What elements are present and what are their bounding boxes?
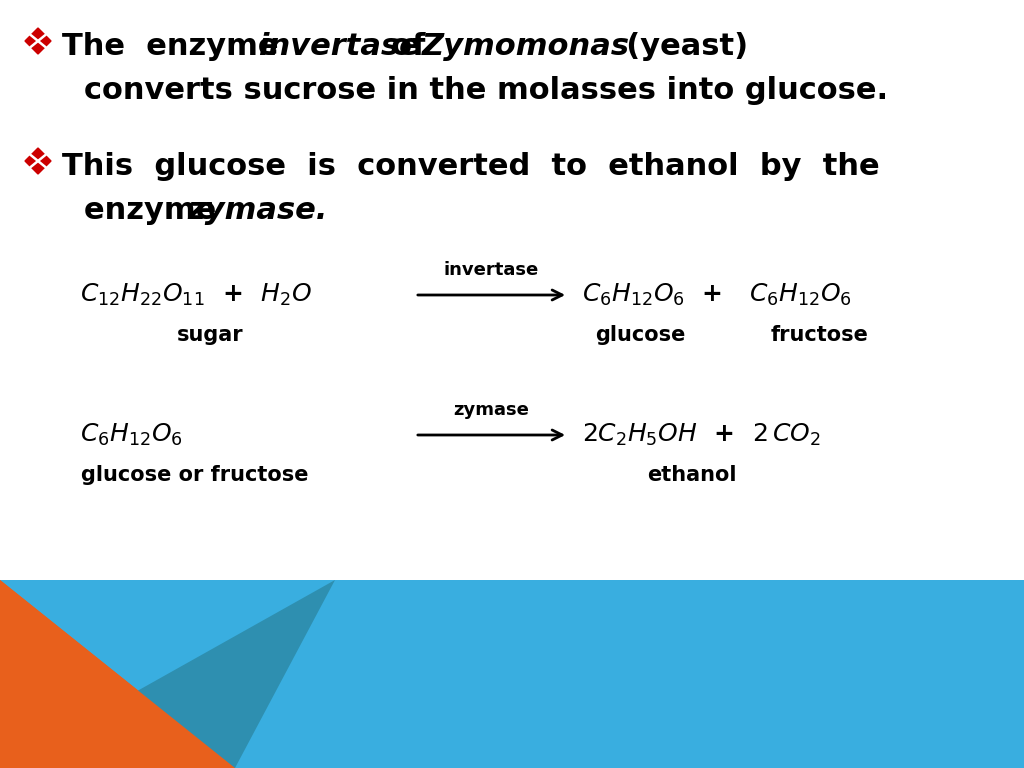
Text: $2C_2H_5OH$  +  $2\,CO_2$: $2C_2H_5OH$ + $2\,CO_2$ bbox=[582, 422, 820, 448]
Text: $C_{12}H_{22}O_{11}$  +  $H_2O$: $C_{12}H_{22}O_{11}$ + $H_2O$ bbox=[80, 282, 312, 308]
Text: (yeast): (yeast) bbox=[605, 32, 749, 61]
Polygon shape bbox=[25, 148, 51, 174]
Text: $C_6H_{12}O_6$: $C_6H_{12}O_6$ bbox=[80, 422, 182, 448]
Polygon shape bbox=[0, 580, 234, 768]
Text: $C_6H_{12}O_6$  +   $C_6H_{12}O_6$: $C_6H_{12}O_6$ + $C_6H_{12}O_6$ bbox=[582, 282, 852, 308]
Text: converts sucrose in the molasses into glucose.: converts sucrose in the molasses into gl… bbox=[84, 76, 888, 105]
Text: fructose: fructose bbox=[771, 325, 869, 345]
Polygon shape bbox=[0, 580, 335, 768]
Text: zymase.: zymase. bbox=[187, 196, 328, 225]
Text: zymase: zymase bbox=[454, 401, 529, 419]
Text: This  glucose  is  converted  to  ethanol  by  the: This glucose is converted to ethanol by … bbox=[62, 152, 880, 181]
Text: invertase: invertase bbox=[443, 261, 539, 279]
Text: glucose: glucose bbox=[595, 325, 685, 345]
Text: The  enzyme: The enzyme bbox=[62, 32, 300, 61]
Text: of: of bbox=[370, 32, 446, 61]
Polygon shape bbox=[0, 580, 234, 768]
Polygon shape bbox=[25, 28, 51, 54]
Text: glucose or fructose: glucose or fructose bbox=[81, 465, 309, 485]
Text: Zymomonas: Zymomonas bbox=[422, 32, 630, 61]
Text: sugar: sugar bbox=[177, 325, 244, 345]
Polygon shape bbox=[0, 580, 1024, 768]
Text: ethanol: ethanol bbox=[647, 465, 736, 485]
Text: enzyme: enzyme bbox=[84, 196, 238, 225]
Text: invertase: invertase bbox=[258, 32, 420, 61]
